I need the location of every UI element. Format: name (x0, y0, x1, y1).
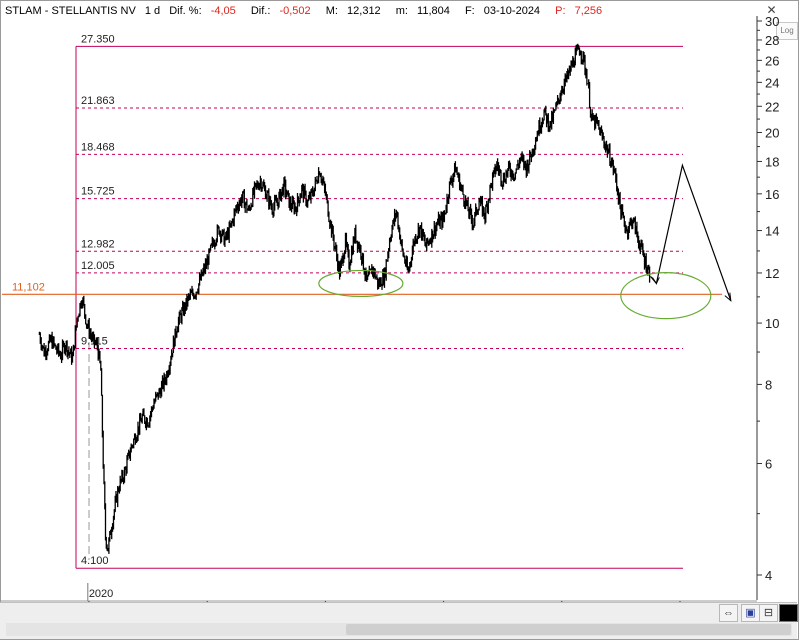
dif-pct-label: Dif. %: -4,05 (169, 5, 236, 17)
max-label: M: 12,312 (325, 5, 381, 17)
dif-label: Dif.: -0,502 (250, 5, 311, 17)
symbol-label: STLAM - STELLANTIS NV (5, 5, 136, 17)
date-label: F: 03-10-2024 (464, 5, 541, 17)
fit-arrows-icon[interactable]: ⇔ (719, 604, 738, 622)
fib-level-label: 12.982 (81, 238, 115, 250)
y-tick-label: 16 (765, 187, 779, 202)
max-value: 12,312 (347, 5, 381, 17)
log-scale-button[interactable]: Log (776, 22, 798, 40)
projection-arrow (724, 292, 732, 302)
fib-level-label: 21.863 (81, 95, 115, 107)
fib-level-label: 12.005 (81, 260, 115, 272)
y-tick-label: 12 (765, 266, 779, 281)
interval-label: 1 d (144, 5, 161, 17)
y-tick-label: 6 (765, 457, 772, 472)
start-year-label: 2020 (89, 588, 113, 600)
y-tick-label: 30 (765, 14, 779, 29)
projection-arrow (651, 277, 660, 285)
y-tick-label: 26 (765, 53, 779, 68)
y-tick-label: 10 (765, 316, 779, 331)
price-bars (38, 43, 651, 554)
y-tick-label: 22 (765, 99, 779, 114)
horizontal-scrollbar[interactable] (6, 623, 792, 636)
support-label: 11,102 (12, 281, 45, 293)
annotations-layer (318, 163, 732, 320)
price-layer (38, 43, 651, 554)
scrollbar-thumb[interactable] (346, 624, 791, 635)
dif-pct-value: -4,05 (210, 5, 236, 17)
highlight-ellipse (318, 269, 404, 298)
y-tick-label: 24 (765, 75, 779, 90)
highlight-ellipse (620, 272, 712, 320)
fib-levels-layer: 27.35021.86318.46815.72512.98212.0059.11… (2, 33, 722, 569)
fib-level-label: 4.100 (81, 555, 109, 567)
save-icon[interactable]: ▣ (741, 604, 760, 622)
date-value: 03-10-2024 (483, 5, 541, 17)
fib-level-label: 18.468 (81, 141, 115, 153)
min-value: 11,804 (417, 5, 450, 17)
y-tick-label: 28 (765, 33, 779, 48)
price-label: P: 7,256 (555, 5, 603, 17)
projection-line (650, 163, 732, 301)
axes-layer: 4681012141618202224262830202020212022202… (0, 14, 779, 602)
y-tick-label: 8 (765, 377, 772, 392)
y-tick-label: 4 (765, 568, 772, 583)
close-icon[interactable]: ✕ (766, 3, 777, 17)
y-tick-label: 20 (765, 125, 779, 140)
color-swatch-icon[interactable] (779, 604, 798, 622)
price-value: 7,256 (574, 5, 603, 17)
fib-level-label: 15.725 (81, 186, 115, 198)
min-label: m: 11,804 (395, 5, 450, 17)
y-tick-label: 14 (765, 224, 779, 239)
bottom-toolbar: ⇔ ▣ ⊟ (0, 602, 798, 639)
chart-header: STLAM - STELLANTIS NV 1 d Dif. %: -4,05 … (5, 4, 614, 18)
dif-value: -0,502 (279, 5, 311, 17)
split-view-icon[interactable]: ⊟ (759, 604, 778, 622)
y-tick-label: 18 (765, 154, 779, 169)
fib-level-label: 27.350 (81, 33, 115, 45)
price-chart: 4681012141618202224262830202020212022202… (0, 14, 779, 602)
